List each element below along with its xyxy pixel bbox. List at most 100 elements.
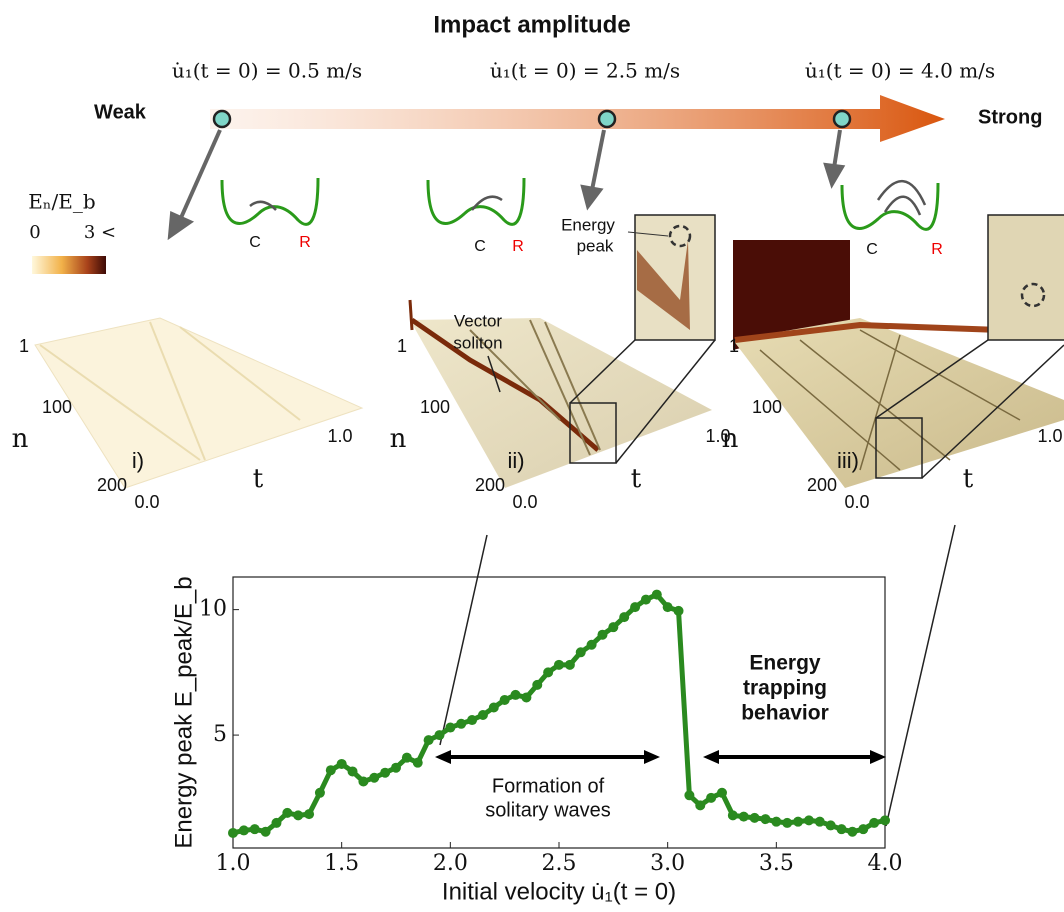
data-point: [597, 629, 608, 640]
annotation: solitary waves: [485, 799, 611, 821]
panel-text: ii): [507, 448, 524, 473]
data-point: [369, 772, 380, 783]
data-point: [412, 757, 423, 768]
data-point: [238, 825, 249, 836]
colorbar-min: 0: [29, 222, 40, 243]
data-point: [586, 639, 597, 650]
colorbar-label: Eₙ/E_b: [28, 190, 95, 214]
case-label: u̇₁(t = 0) = 0.5 m/s: [172, 59, 362, 83]
surface-i-waves: [39, 321, 301, 461]
data-point: [825, 820, 836, 831]
data-point: [738, 811, 749, 822]
arrow-head: [644, 750, 660, 764]
surface-i: [34, 317, 364, 489]
data-point: [271, 817, 282, 828]
panel-text: 200: [807, 475, 837, 495]
amplitude-arrow: [210, 95, 945, 142]
annotation: trapping: [743, 677, 827, 700]
surface-iii-ridge: [734, 321, 1001, 343]
annotation: Formation of: [492, 775, 605, 797]
arrow-head: [435, 750, 451, 764]
y-axis-label: Energy peak E_peak/E_b: [170, 576, 197, 848]
energy-chart: 1.0 1.5 2.0 2.5 3.0 3.5 4.0 5 10 Initial velocity…: [170, 576, 902, 905]
data-point: [706, 792, 717, 803]
data-point: [684, 790, 695, 801]
annotation: Energy: [749, 652, 821, 675]
data-point: [293, 810, 304, 821]
arrow-head: [703, 750, 719, 764]
data-point: [640, 594, 651, 605]
data-point: [880, 815, 890, 826]
weak-label: Weak: [94, 101, 147, 123]
data-point: [564, 659, 575, 670]
data-point: [803, 815, 814, 826]
impact-markers: [212, 109, 852, 129]
data-point: [521, 692, 532, 703]
x-tick-label: 3.0: [650, 851, 685, 876]
inset-content: [627, 224, 1046, 330]
data-point: [847, 826, 858, 837]
data-point: [771, 816, 782, 827]
surface-ii-ridge: [408, 299, 600, 452]
data-point: [391, 762, 401, 773]
panel-text: t: [253, 464, 264, 494]
data-point: [608, 622, 619, 633]
data-point: [749, 812, 760, 823]
panel-text: 1.0: [705, 426, 730, 446]
panel-text: n: [12, 424, 29, 454]
data-point: [456, 718, 467, 729]
data-point: [662, 602, 673, 613]
data-point: [445, 722, 456, 733]
data-point: [314, 787, 325, 798]
data-point: [423, 735, 434, 746]
panel-text: 1: [19, 336, 29, 356]
data-point: [434, 730, 445, 741]
data-point: [401, 752, 412, 763]
surface-iii-peak: [733, 240, 850, 350]
strong-label: Strong: [978, 106, 1042, 128]
data-point: [717, 787, 727, 798]
data-point: [814, 816, 825, 827]
data-point: [510, 689, 521, 700]
y-tick-label: 10: [199, 597, 227, 622]
data-point: [673, 605, 684, 616]
panel-text: 0.0: [134, 492, 159, 512]
well-label: C: [474, 238, 486, 255]
title: Impact amplitude: [433, 11, 630, 38]
data-point: [651, 589, 662, 600]
panel-text: 0.0: [844, 492, 869, 512]
well-label: R: [299, 234, 311, 251]
data-point: [228, 827, 238, 838]
colorbar-max: 3 <: [84, 222, 116, 243]
y-tick-label: 5: [213, 722, 227, 747]
x-tick-label: 3.5: [759, 851, 794, 876]
well-curves: [220, 177, 940, 231]
panels: 1 100 200 n 0.0 1.0 t i) 1 100 200 n 0.0 1.0 t ii) 1 100 2…: [12, 336, 1063, 512]
panel-text: t: [631, 464, 642, 494]
surface-ii-waves: [469, 319, 601, 456]
panel-text: n: [390, 424, 407, 454]
panel-text: 0.0: [512, 492, 537, 512]
data-point: [782, 817, 793, 828]
well-label: C: [249, 234, 261, 251]
data-point: [760, 814, 771, 825]
data-point: [347, 766, 358, 777]
panel-text: 1: [729, 336, 739, 356]
well-motion: [249, 179, 927, 216]
data-point: [858, 824, 869, 835]
panel-text: 1: [397, 336, 407, 356]
data-point: [793, 816, 804, 827]
data-point: [336, 758, 347, 769]
data-point: [477, 710, 488, 721]
surface-ii: [410, 318, 712, 488]
data-point: [532, 679, 543, 690]
case-label: u̇₁(t = 0) = 2.5 m/s: [490, 59, 680, 83]
panel-text: t: [963, 464, 974, 494]
annotation-pointer: [487, 355, 501, 393]
data-point: [304, 809, 315, 820]
well-label: C: [866, 241, 878, 258]
annotation: Energy: [561, 215, 615, 234]
annotation: Vector: [454, 311, 503, 330]
data-point: [727, 810, 738, 821]
